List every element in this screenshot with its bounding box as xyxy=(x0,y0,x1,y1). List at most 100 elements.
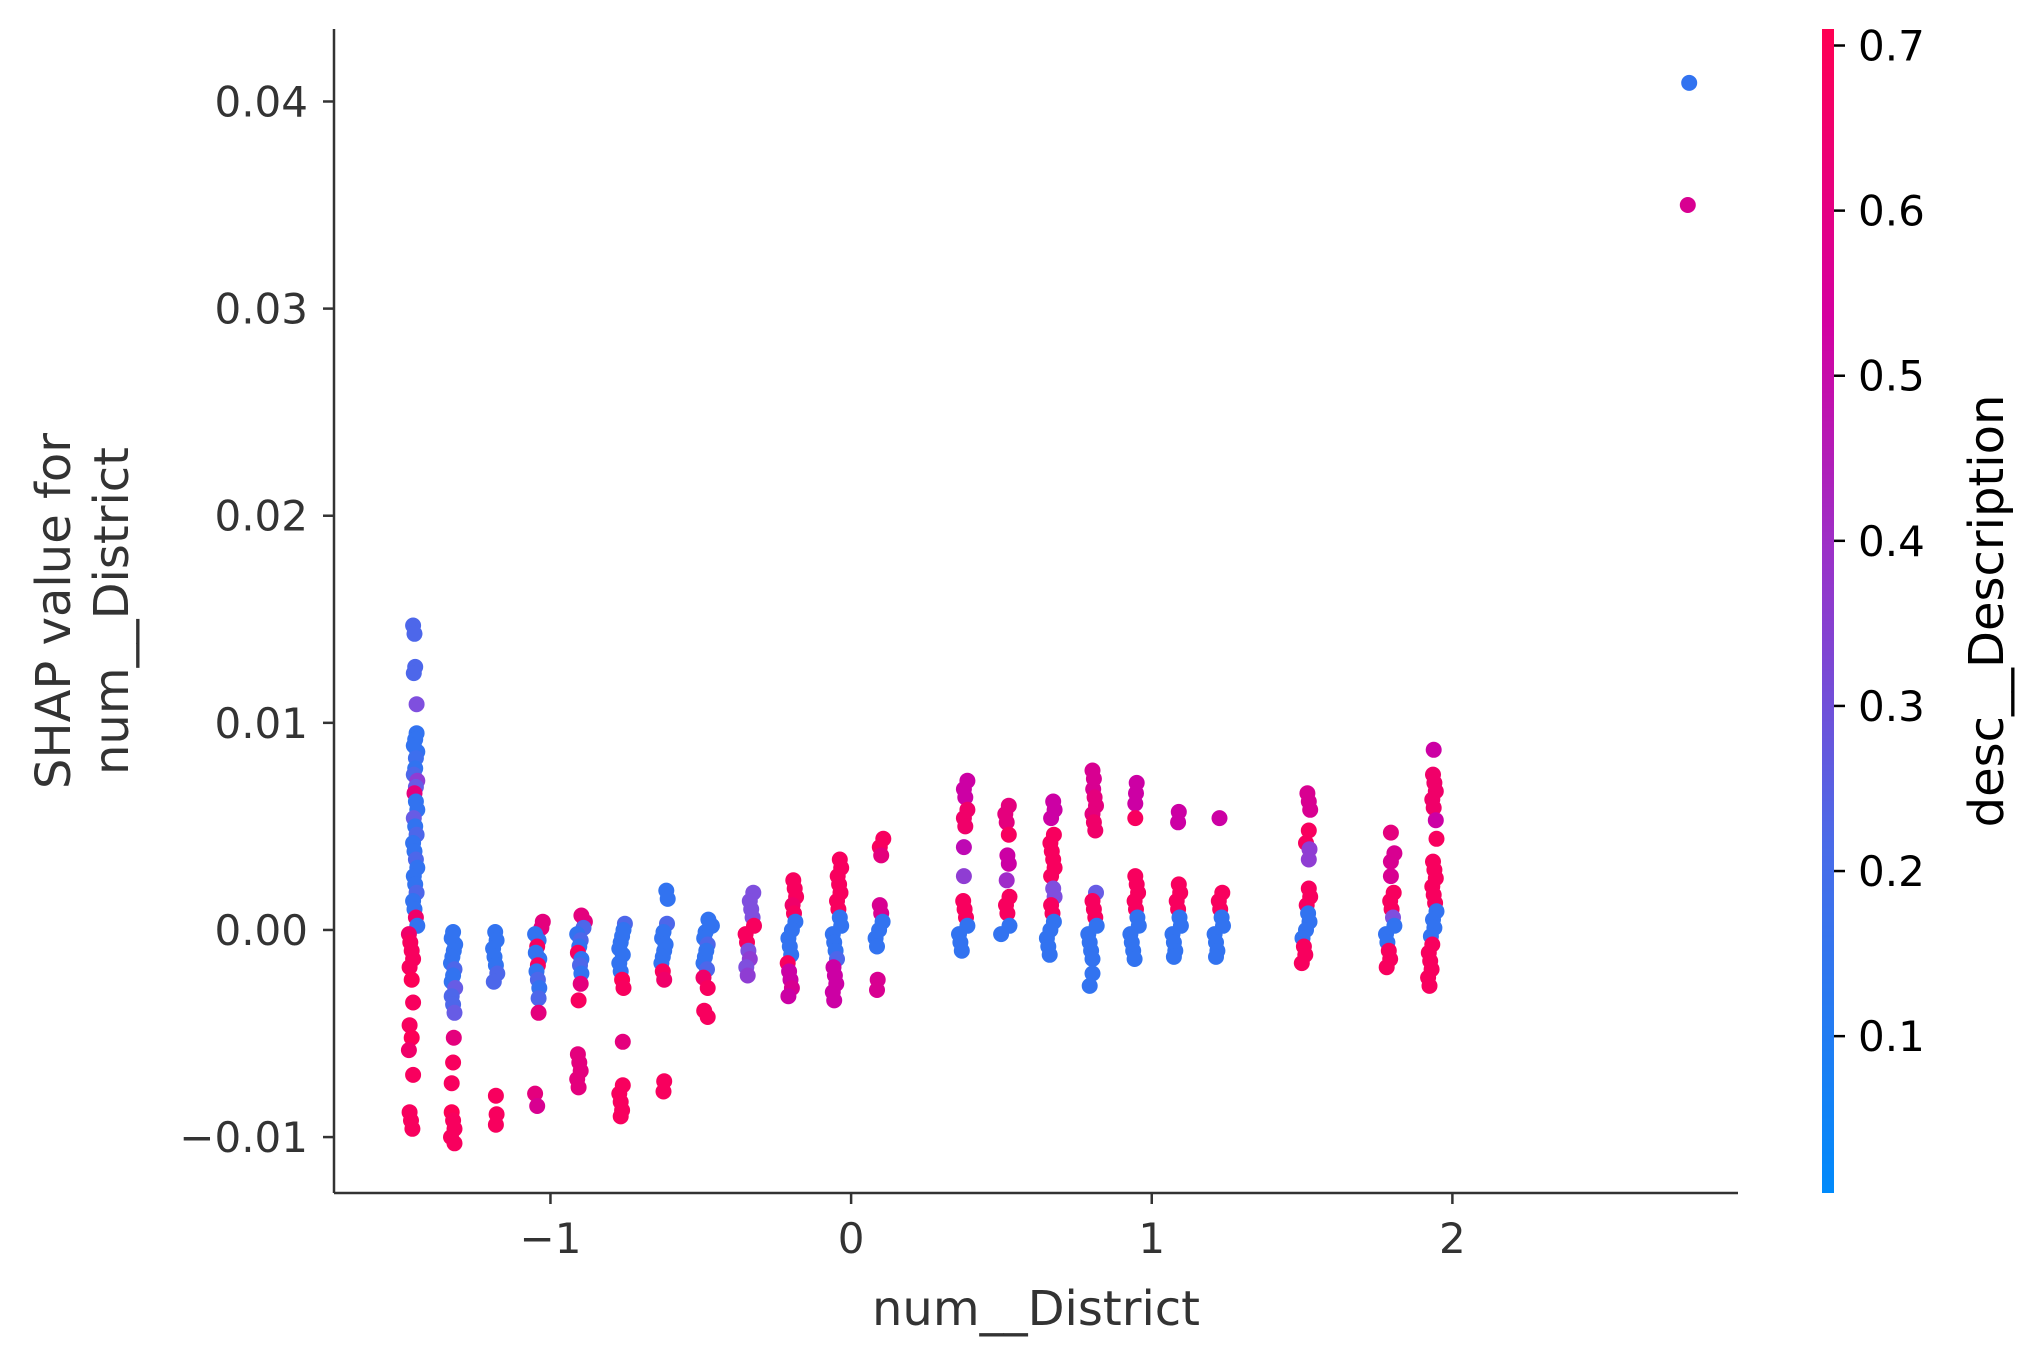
scatter-point xyxy=(957,789,974,806)
scatter-point xyxy=(1126,951,1143,967)
scatter-point xyxy=(529,1098,546,1114)
scatter-point xyxy=(1087,822,1104,839)
scatter-point xyxy=(1211,810,1228,827)
colorbar-label: desc__Description xyxy=(1959,395,2015,828)
scatter-point xyxy=(998,872,1015,889)
scatter-point xyxy=(614,1033,631,1050)
scatter-point xyxy=(401,959,418,976)
scatter-point xyxy=(1165,948,1182,965)
scatter-point xyxy=(487,1087,504,1104)
scatter-point xyxy=(1127,795,1144,812)
scatter-point xyxy=(1302,801,1319,818)
scatter-point xyxy=(780,988,797,1005)
scatter-point xyxy=(530,990,547,1007)
scatter-point xyxy=(953,942,970,959)
y-tick-label: 0.01 xyxy=(214,699,308,748)
scatter-point xyxy=(1084,951,1101,967)
scatter-point xyxy=(403,971,420,988)
scatter-point xyxy=(446,1004,463,1021)
y-axis-label-line-2: num__District xyxy=(84,447,140,775)
scatter-point xyxy=(955,839,972,856)
scatter-point xyxy=(1382,853,1399,870)
scatter-point xyxy=(1084,965,1101,982)
scatter-point xyxy=(1300,822,1317,839)
scatter-point xyxy=(1293,955,1310,972)
scatter-points xyxy=(400,74,1698,1152)
scatter-point xyxy=(1425,741,1442,758)
scatter-point xyxy=(572,975,589,992)
scatter-point xyxy=(612,1108,629,1125)
scatter-point xyxy=(487,1116,504,1133)
scatter-point xyxy=(445,1054,462,1071)
scatter-point xyxy=(869,982,885,998)
y-axis-label-line-1: SHAP value for xyxy=(26,433,82,789)
colorbar-tick-label: 0.2 xyxy=(1858,847,1925,896)
scatter-point xyxy=(401,1017,418,1034)
y-axis-ticks: −0.01 0.00 0.01 0.02 0.03 0.04 xyxy=(179,77,334,1162)
scatter-point xyxy=(869,938,885,955)
scatter-point xyxy=(530,1004,547,1021)
scatter-point xyxy=(1425,799,1442,816)
scatter-point xyxy=(405,1066,422,1083)
scatter-point xyxy=(656,971,673,988)
scatter-point xyxy=(400,1042,417,1059)
colorbar-tick-label: 0.6 xyxy=(1858,187,1925,236)
scatter-point xyxy=(1427,812,1444,829)
scatter-point xyxy=(1428,830,1445,847)
y-tick-label: 0.02 xyxy=(214,492,308,541)
scatter-point xyxy=(445,1029,462,1046)
scatter-point xyxy=(1208,948,1224,965)
scatter-point xyxy=(739,967,756,984)
scatter-point xyxy=(998,814,1015,831)
scatter-point xyxy=(1041,946,1058,963)
colorbar-tick-label: 0.4 xyxy=(1858,517,1925,566)
scatter-point xyxy=(1127,810,1144,827)
scatter-point xyxy=(1043,868,1060,885)
y-tick-label: 0.04 xyxy=(214,77,308,126)
scatter-point xyxy=(406,625,423,642)
scatter-point xyxy=(1000,826,1017,843)
colorbar-tick-label: 0.7 xyxy=(1858,22,1925,71)
scatter-point xyxy=(1382,868,1399,885)
scatter-point xyxy=(570,1079,587,1096)
scatter-point xyxy=(655,1083,672,1100)
y-tick-label: 0.03 xyxy=(214,285,308,334)
scatter-point xyxy=(405,665,422,682)
x-tick-label: 0 xyxy=(838,1214,865,1263)
scatter-point xyxy=(408,696,425,713)
scatter-point xyxy=(873,847,890,864)
scatter-point xyxy=(1421,977,1438,994)
colorbar-tick-label: 0.5 xyxy=(1858,352,1925,401)
colorbar-tick-label: 0.1 xyxy=(1858,1012,1925,1061)
scatter-point xyxy=(1043,810,1060,827)
scatter-point xyxy=(1378,959,1395,976)
y-axis-label: SHAP value for num__District xyxy=(26,433,140,789)
scatter-point xyxy=(993,926,1010,943)
scatter-point xyxy=(1000,855,1017,872)
scatter-point xyxy=(615,980,632,996)
scatter-point xyxy=(485,973,502,990)
scatter-point xyxy=(527,1085,544,1102)
scatter-point xyxy=(957,818,974,835)
scatter-point xyxy=(403,1029,420,1046)
colorbar-ticks: 0.1 0.2 0.3 0.4 0.5 0.6 0.7 xyxy=(1834,22,1925,1061)
scatter-point xyxy=(826,992,843,1009)
scatter-point xyxy=(1382,824,1399,841)
scatter-point xyxy=(659,890,676,907)
scatter-point xyxy=(443,1075,460,1092)
y-tick-label: 0.00 xyxy=(214,906,308,955)
y-tick-label: −0.01 xyxy=(179,1113,308,1162)
scatter-point xyxy=(1081,977,1098,994)
x-axis-ticks: −1 0 1 2 xyxy=(520,1193,1466,1263)
scatter-point xyxy=(1170,814,1187,831)
colorbar-tick-label: 0.3 xyxy=(1858,682,1925,731)
x-axis-label: num__District xyxy=(872,1281,1200,1337)
scatter-point xyxy=(699,980,716,996)
scatter-point xyxy=(405,994,422,1011)
x-tick-label: 2 xyxy=(1439,1214,1466,1263)
scatter-point xyxy=(446,1135,463,1152)
scatter-point xyxy=(999,905,1016,922)
scatter-point xyxy=(955,868,972,885)
scatter-point xyxy=(1300,851,1317,868)
